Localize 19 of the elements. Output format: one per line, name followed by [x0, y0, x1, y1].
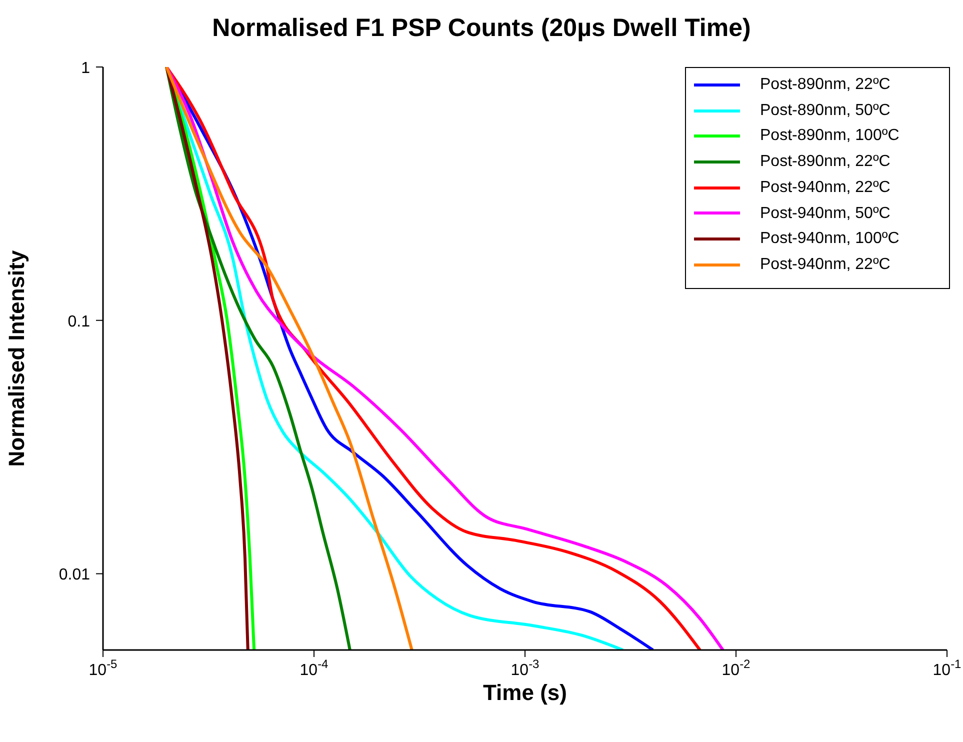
x-tick-label: 10$^{-4}$	[300, 657, 329, 679]
x-tick-label: 10$^{-1}$	[932, 657, 962, 679]
legend-label: Post-940nm, 50ºC	[760, 204, 890, 224]
chart-title: Normalised F1 PSP Counts (20µs Dwell Time)	[211, 14, 752, 43]
y-axis-title: Normalised Intensity	[4, 250, 29, 467]
legend-label: Post-890nm, 100ºC	[760, 126, 900, 146]
legend-label: Post-890nm, 22ºC	[760, 75, 890, 95]
legend-label: Post-890nm, 22ºC	[760, 152, 890, 172]
y-tick-label: 0.01	[58, 566, 90, 584]
legend-label: Post-890nm, 50ºC	[760, 100, 890, 121]
legend-label: Post-940nm, 22ºC	[760, 178, 890, 198]
legend-label: Post-940nm, 22ºC	[760, 254, 890, 275]
y-tick-label: 0.1	[68, 313, 90, 330]
legend-label: Post-940nm, 100ºC	[760, 229, 900, 250]
x-tick-label: 10$^{-2}$	[722, 657, 751, 679]
x-tick-label: 10$^{-5}$	[88, 657, 118, 679]
x-axis-title: Time (s)	[483, 680, 567, 705]
y-tick-label: 1	[81, 60, 90, 77]
x-tick-label: 10$^{-3}$	[510, 657, 540, 679]
